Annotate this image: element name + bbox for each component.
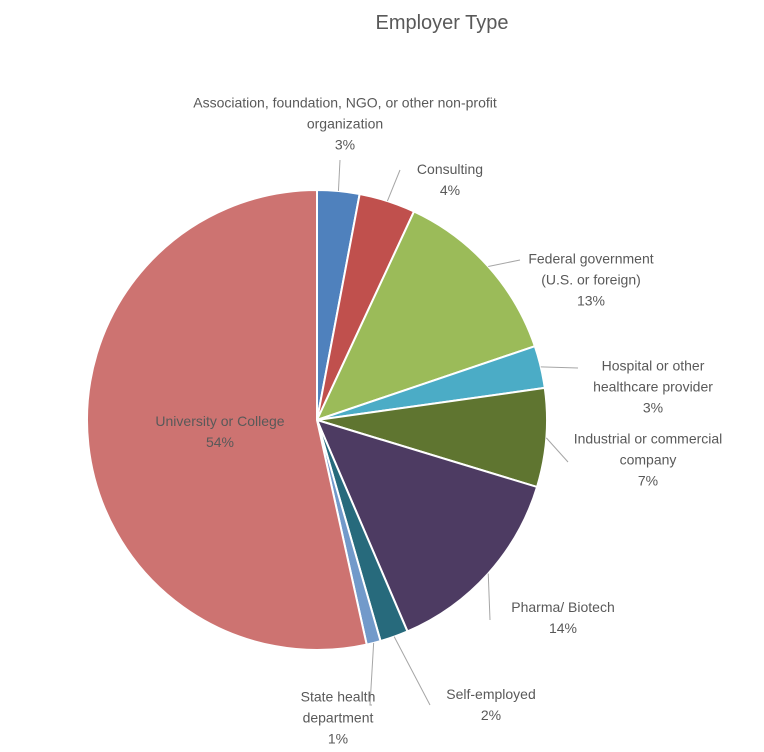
leader-line xyxy=(487,573,491,621)
category-label: University or College xyxy=(155,413,285,429)
pie-slice xyxy=(86,188,368,651)
value-label: 13% xyxy=(576,292,606,309)
pie-slice xyxy=(315,418,539,633)
data-label: University or College 54% xyxy=(135,411,305,453)
leader-line xyxy=(337,159,341,192)
data-label: Pharma/ Biotech 14% xyxy=(498,597,628,639)
category-label: State health department xyxy=(300,688,376,726)
leader-line xyxy=(386,169,401,202)
data-label: Federal government (U.S. or foreign) 13% xyxy=(511,249,671,312)
value-label: 1% xyxy=(327,730,349,747)
value-label: 14% xyxy=(548,620,578,636)
data-label: Consulting 4% xyxy=(400,159,500,201)
data-label: Association, foundation, NGO, or other n… xyxy=(180,93,510,156)
category-label: Self-employed xyxy=(446,686,536,702)
value-label: 2% xyxy=(480,707,502,723)
data-label: Industrial or commercial company 7% xyxy=(568,429,728,492)
value-label: 4% xyxy=(439,182,461,198)
pie-slice xyxy=(315,210,537,422)
category-label: Industrial or commercial company xyxy=(573,430,723,468)
category-label: Association, foundation, NGO, or other n… xyxy=(193,94,497,132)
data-label: Hospital or other healthcare provider 3% xyxy=(573,356,733,419)
leader-line xyxy=(393,636,431,706)
value-label: 3% xyxy=(642,399,664,416)
leader-line xyxy=(540,366,579,369)
value-label: 54% xyxy=(205,434,235,450)
value-label: 7% xyxy=(637,472,659,489)
category-label: Federal government (U.S. or foreign) xyxy=(528,250,654,288)
chart-title: Employer Type xyxy=(375,12,509,34)
data-label: Self-employed 2% xyxy=(431,684,551,726)
data-label: State health department 1% xyxy=(283,687,393,750)
category-label: Pharma/ Biotech xyxy=(511,599,615,615)
leader-line xyxy=(488,259,521,267)
value-label: 3% xyxy=(334,136,356,153)
category-label: Consulting xyxy=(416,161,484,177)
leader-line xyxy=(369,642,375,706)
leader-line xyxy=(545,437,569,463)
category-label: Hospital or other healthcare provider xyxy=(593,357,713,395)
